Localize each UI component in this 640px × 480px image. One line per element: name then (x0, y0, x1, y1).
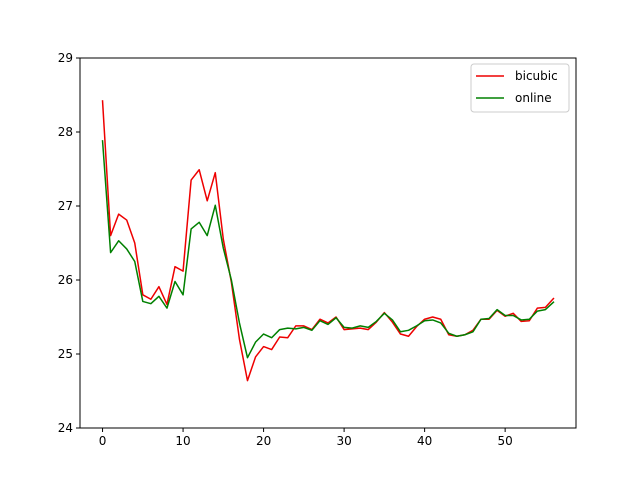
plot-area (101, 100, 555, 382)
x-tick-label: 20 (256, 434, 271, 448)
y-tick-label: 24 (58, 421, 73, 435)
x-tick-label: 40 (417, 434, 432, 448)
x-axis: 0 10 20 30 40 50 (99, 428, 513, 448)
y-axis: 24 25 26 27 28 29 (58, 51, 80, 435)
legend-label-online: online (515, 91, 552, 105)
axes-frame (79, 57, 577, 429)
y-tick-label: 25 (58, 347, 73, 361)
y-tick-label: 27 (58, 199, 73, 213)
y-tick-label: 29 (58, 51, 73, 65)
legend: bicubic online (470, 63, 570, 113)
y-tick-label: 28 (58, 125, 73, 139)
x-tick-label: 50 (498, 434, 513, 448)
x-tick-label: 10 (175, 434, 190, 448)
x-tick-label: 30 (336, 434, 351, 448)
legend-label-bicubic: bicubic (515, 69, 558, 83)
x-tick-label: 0 (99, 434, 107, 448)
series-line-online (101, 140, 555, 359)
y-tick-label: 26 (58, 273, 73, 287)
